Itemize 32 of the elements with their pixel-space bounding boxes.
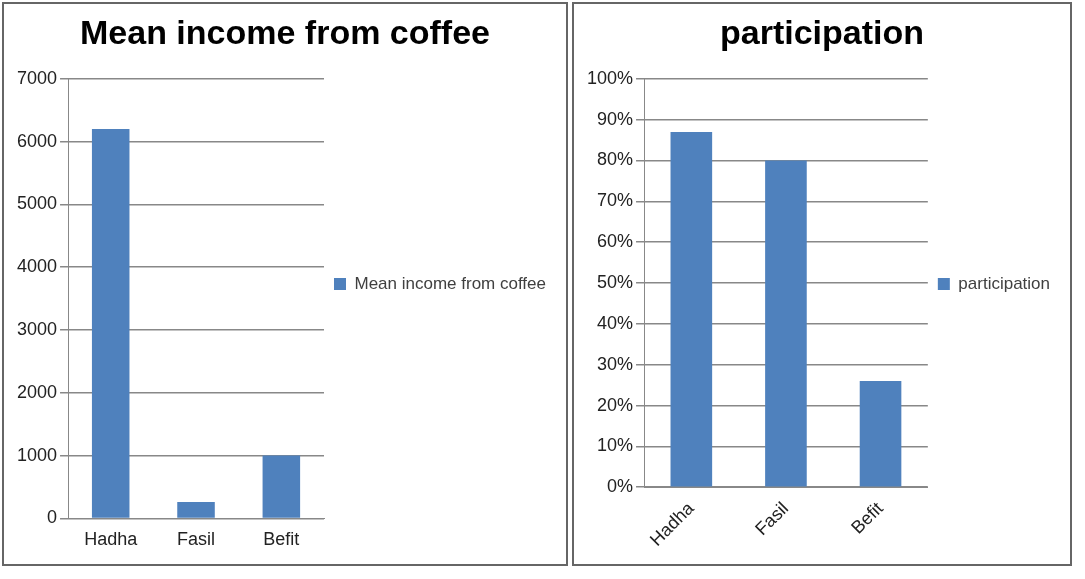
y-tick-label: 5000 bbox=[17, 193, 58, 214]
y-tick-label: 7000 bbox=[17, 67, 58, 88]
chart-title: Mean income from coffee bbox=[80, 12, 490, 51]
y-tick-label: 40% bbox=[597, 312, 634, 333]
legend-label: participation bbox=[958, 273, 1051, 293]
bar bbox=[765, 160, 807, 487]
y-tick-label: 0 bbox=[47, 507, 58, 528]
y-tick-label: 10% bbox=[597, 435, 634, 456]
y-tick-label: 60% bbox=[597, 231, 634, 252]
y-tick-label: 90% bbox=[597, 108, 634, 129]
y-tick-label: 4000 bbox=[17, 256, 58, 277]
y-tick-label: 1000 bbox=[17, 444, 58, 465]
y-tick-label: 70% bbox=[597, 190, 634, 211]
bar bbox=[859, 381, 902, 487]
y-tick-label: 0% bbox=[607, 476, 634, 497]
y-tick-label: 6000 bbox=[17, 130, 58, 151]
bar bbox=[262, 455, 301, 518]
x-tick-label: Fasil bbox=[177, 529, 216, 550]
bar bbox=[91, 129, 130, 518]
x-tick-label: Hadha bbox=[84, 529, 139, 550]
bar bbox=[177, 502, 215, 518]
x-tick-label: Befit bbox=[263, 529, 300, 550]
y-tick-label: 2000 bbox=[17, 381, 58, 402]
y-tick-label: 80% bbox=[597, 149, 634, 170]
bar bbox=[670, 131, 713, 487]
chart-title: participation bbox=[719, 12, 925, 51]
y-tick-label: 30% bbox=[597, 353, 634, 374]
legend-label: Mean income from coffee bbox=[354, 273, 546, 293]
y-tick-label: 20% bbox=[597, 394, 634, 415]
y-tick-label: 3000 bbox=[17, 318, 58, 339]
y-tick-label: 100% bbox=[586, 67, 634, 88]
y-tick-label: 50% bbox=[597, 271, 634, 292]
